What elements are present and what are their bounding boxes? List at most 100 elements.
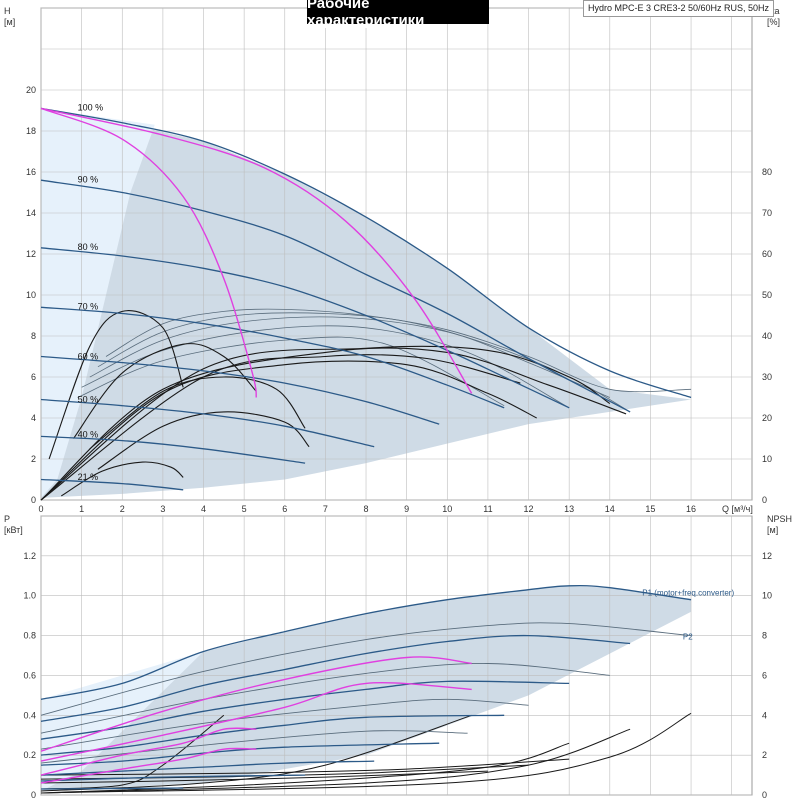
bottom-y2tick-label: 6 [762, 670, 767, 680]
p2-series-label: P2 [683, 633, 693, 642]
bottom-y2tick-label: 12 [762, 551, 772, 561]
top-y2tick-label: 30 [762, 372, 772, 382]
p1-curve [40, 760, 375, 776]
top-y2tick-label: 10 [762, 454, 772, 464]
top-ytick-label: 6 [31, 372, 36, 382]
p1-curve [40, 584, 692, 700]
bottom-ylabel: P [4, 514, 10, 524]
p2-curve [40, 698, 529, 750]
p1-curve [40, 634, 631, 722]
speed-label: 40 % [78, 429, 99, 439]
top-xtick-label: 8 [364, 504, 369, 514]
top-xtick-label: 9 [404, 504, 409, 514]
bottom-y2tick-label: 4 [762, 710, 767, 720]
speed-label: 60 % [78, 352, 99, 362]
top-xtick-label: 5 [242, 504, 247, 514]
bottom-y2tick-label: 8 [762, 631, 767, 641]
top-xtick-label: 2 [120, 504, 125, 514]
top-y2tick-label: 70 [762, 208, 772, 218]
speed-label: 70 % [78, 301, 99, 311]
limit-curve [40, 107, 473, 394]
speed-label: 80 % [78, 242, 99, 252]
top-ytick-label: 4 [31, 413, 36, 423]
top-ytick-label: 8 [31, 331, 36, 341]
bottom-ytick-label: 0.6 [23, 670, 36, 680]
top-ytick-label: 12 [26, 249, 36, 259]
efficiency-curve [77, 336, 505, 407]
speed-curve [40, 355, 440, 425]
power-limit-curve [40, 727, 257, 776]
system-curve [40, 354, 521, 501]
top-xtick-label: 16 [686, 504, 696, 514]
top-xtick-label: 3 [160, 504, 165, 514]
top-xtick-label: 4 [201, 504, 206, 514]
efficiency-curve [89, 316, 610, 398]
top-ytick-label: 18 [26, 126, 36, 136]
npsh-curve [40, 758, 570, 776]
system-curve [61, 461, 184, 497]
npsh-curve [40, 712, 692, 794]
top-ytick-label: 0 [31, 495, 36, 505]
top-xtick-label: 0 [38, 504, 43, 514]
speed-label: 90 % [78, 174, 99, 184]
top-ytick-label: 2 [31, 454, 36, 464]
top-xtick-label: 11 [483, 504, 492, 514]
top-y2tick-label: 40 [762, 331, 772, 341]
bottom-ytick-label: 0 [31, 790, 36, 800]
top-xtick-label: 13 [564, 504, 574, 514]
bottom-ytick-label: 0.2 [23, 750, 36, 760]
speed-curve [40, 398, 375, 448]
speed-curve [40, 478, 184, 491]
top-ytick-label: 16 [26, 167, 36, 177]
bottom-ylabel-unit: [кВт] [4, 525, 23, 535]
bottom-ytick-label: 0.4 [23, 710, 36, 720]
speed-label: 100 % [78, 103, 104, 113]
bottom-y2tick-label: 10 [762, 591, 772, 601]
pump-model-label: Hydro MPC-E 3 CRE3-2 50/60Hz RUS, 50Hz [583, 0, 775, 17]
top-ylabel: H [4, 6, 11, 16]
top-xtick-label: 15 [645, 504, 655, 514]
top-y2tick-label: 0 [762, 495, 767, 505]
bottom-ytick-label: 1.2 [23, 551, 36, 561]
p1-series-label: P1 (motor+freq.converter) [642, 589, 734, 598]
npsh-curve [40, 742, 570, 794]
speed-curve [40, 306, 505, 409]
top-xtick-label: 14 [605, 504, 615, 514]
power-limit-curve [40, 682, 472, 762]
top-xtick-label: 12 [524, 504, 534, 514]
p2-curve [40, 730, 468, 764]
speed-curve [40, 247, 570, 409]
top-xlabel: Q [м³/ч] [722, 504, 753, 514]
top-ytick-label: 20 [26, 85, 36, 95]
top-xtick-label: 10 [442, 504, 452, 514]
p1-curve [40, 774, 306, 782]
p2-curve [40, 663, 610, 734]
system-curve [48, 310, 184, 460]
top-y2tick-label: 80 [762, 167, 772, 177]
top-xtick-label: 7 [323, 504, 328, 514]
top-y2tick-label: 50 [762, 290, 772, 300]
top-ytick-label: 10 [26, 290, 36, 300]
npsh-curve [40, 770, 488, 784]
speed-curve [40, 179, 631, 413]
bottom-y2tick-label: 2 [762, 750, 767, 760]
top-ytick-label: 14 [26, 208, 36, 218]
bottom-y2tick-label: 0 [762, 790, 767, 800]
system-curve [89, 376, 306, 450]
top-y2tick-label: 20 [762, 413, 772, 423]
power-limit-curve [40, 656, 472, 752]
system-curve [40, 360, 537, 501]
bottom-ytick-label: 1.0 [23, 591, 36, 601]
speed-label: 50 % [78, 395, 99, 405]
chart-title: Рабочие характеристики [307, 0, 489, 29]
top-y2label-unit: [%] [767, 17, 780, 27]
speed-curve [40, 435, 306, 464]
power-npsh-chart: 0 0.2 0.4 0.6 0.8 1.0 1.2 0 2 4 6 8 10 12 P[кВт] NPSH[м… [4, 514, 792, 800]
p1-curve [40, 680, 570, 740]
limit-curve [40, 107, 257, 398]
power-limit-curve [40, 747, 257, 784]
p1-curve [40, 787, 184, 790]
top-xtick-label: 1 [79, 504, 84, 514]
top-ylabel-unit: [м] [4, 17, 15, 27]
